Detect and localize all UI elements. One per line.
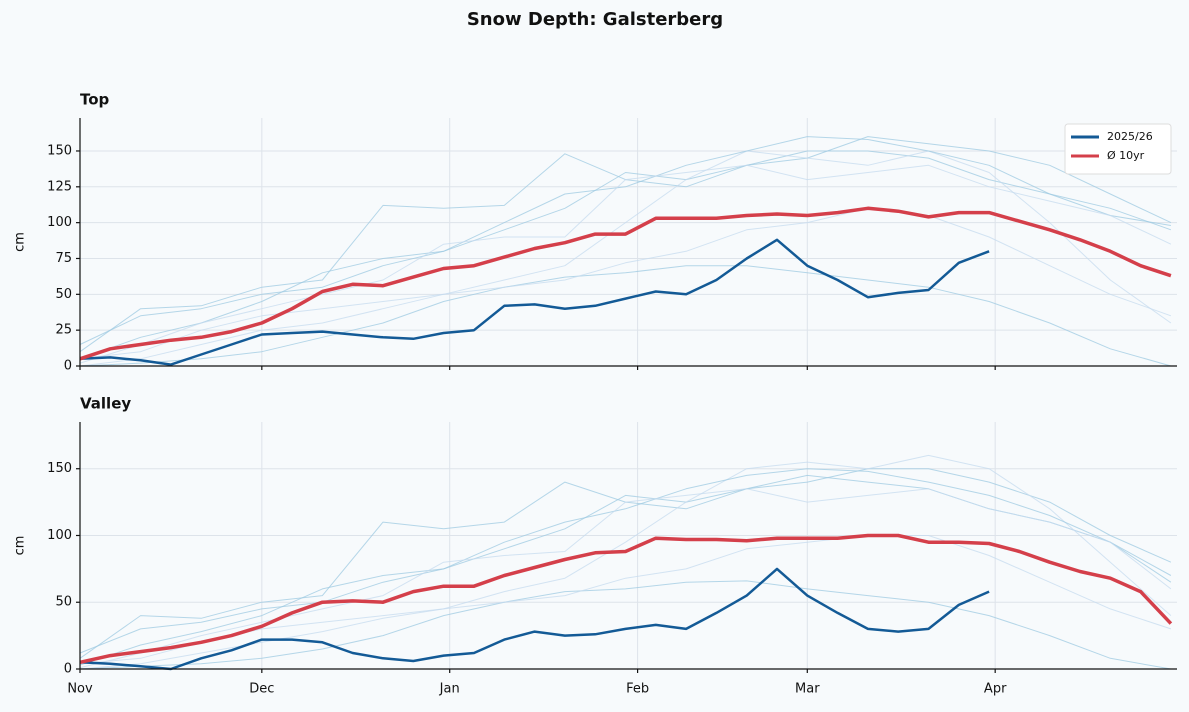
series-line	[79, 580, 1171, 670]
legend: 2025/26 Ø 10yr	[1064, 123, 1172, 175]
series-line	[79, 535, 1172, 665]
y-tick-label: 0	[64, 662, 72, 677]
figure-title: Snow Depth: Galsterberg	[467, 9, 723, 30]
panel-title: Valley	[80, 395, 131, 413]
y-tick-label: 25	[55, 323, 72, 338]
y-tick-label: 100	[47, 215, 72, 230]
y-tick-label: 50	[55, 287, 72, 302]
series-line	[79, 238, 990, 366]
series-line	[79, 468, 1172, 654]
series-line	[79, 265, 1172, 367]
y-axis-label: cm	[13, 232, 28, 252]
x-tick-label: Jan	[439, 682, 460, 697]
y-tick-label: 50	[55, 595, 72, 610]
legend-label: 2025/26	[1107, 130, 1153, 143]
series-line	[79, 454, 1172, 670]
x-tick-label: Apr	[984, 682, 1007, 697]
panel-title: Top	[80, 91, 110, 109]
legend-label: Ø 10yr	[1107, 149, 1145, 162]
x-tick-label: Mar	[795, 682, 820, 697]
x-tick-label: Dec	[249, 682, 274, 697]
y-axis-label: cm	[13, 536, 28, 556]
y-tick-label: 150	[47, 461, 72, 476]
y-tick-label: 125	[47, 179, 72, 194]
x-tick-label: Nov	[67, 682, 93, 697]
series-line	[79, 567, 990, 671]
y-tick-label: 100	[47, 528, 72, 543]
series-line	[79, 150, 1172, 367]
y-tick-label: 0	[64, 359, 72, 374]
series-line	[79, 468, 1172, 666]
series-line	[79, 207, 1172, 360]
x-tick-label: Feb	[626, 682, 649, 697]
series-line	[79, 136, 1172, 345]
series-line	[79, 206, 1172, 361]
series-line	[79, 136, 1172, 360]
series-line	[79, 164, 1172, 364]
series-line	[79, 533, 1173, 665]
y-tick-label: 75	[55, 251, 72, 266]
y-tick-label: 150	[47, 143, 72, 158]
series-line	[79, 488, 1172, 669]
